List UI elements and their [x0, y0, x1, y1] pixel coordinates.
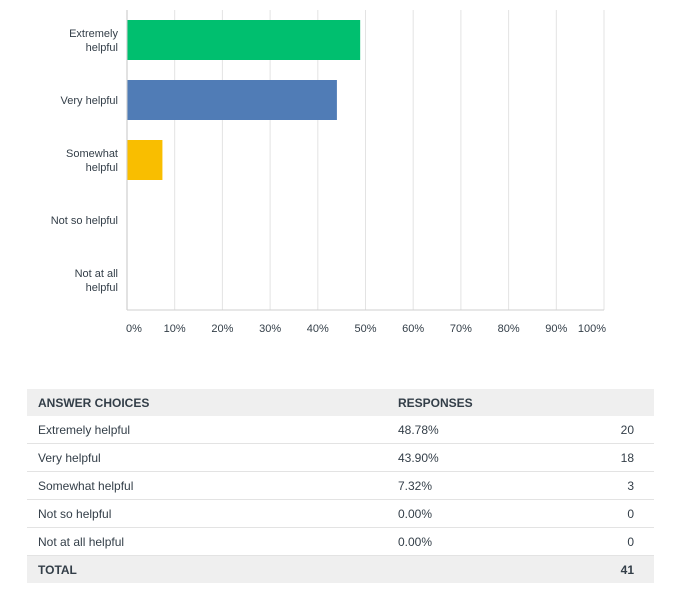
response-count: 20	[578, 416, 654, 444]
bar-very-helpful[interactable]	[127, 80, 337, 120]
total-label: TOTAL	[27, 555, 387, 583]
x-tick-label: 90%	[545, 323, 567, 335]
x-tick-label: 80%	[498, 323, 520, 335]
header-responses[interactable]: RESPONSES	[387, 389, 578, 416]
answer-choice: Very helpful	[27, 443, 387, 472]
bars	[127, 20, 361, 180]
response-percent: 43.90%	[387, 443, 578, 472]
response-count: 18	[578, 443, 654, 472]
header-count	[578, 389, 654, 416]
response-percent: 0.00%	[387, 527, 578, 556]
table-header-row: ANSWER CHOICES RESPONSES	[27, 389, 654, 416]
answer-choice: Somewhat helpful	[27, 471, 387, 500]
response-count: 0	[578, 499, 654, 528]
table-row: Somewhat helpful 7.32% 3	[27, 471, 654, 500]
table-row: Extremely helpful 48.78% 20	[27, 416, 654, 444]
response-percent: 7.32%	[387, 471, 578, 500]
x-tick-label: 0%	[126, 323, 142, 335]
response-percent: 0.00%	[387, 499, 578, 528]
table-row: Very helpful 43.90% 18	[27, 443, 654, 472]
response-percent: 48.78%	[387, 416, 578, 444]
bar-chart: Extremely helpful Very helpful Somewhat help…	[51, 10, 606, 335]
category-label: Not at all helpful	[75, 268, 118, 294]
x-tick-label: 60%	[402, 323, 424, 335]
answer-choice: Not so helpful	[27, 499, 387, 528]
x-tick-label: 10%	[164, 323, 186, 335]
x-axis-tick-labels: 0% 10% 20% 30% 40% 50% 60% 70% 80% 90% 100%	[126, 323, 606, 335]
total-percent	[387, 555, 578, 583]
response-count: 3	[578, 471, 654, 500]
table-row: Not so helpful 0.00% 0	[27, 499, 654, 528]
table-total-row: TOTAL 41	[27, 555, 654, 583]
answer-choice: Extremely helpful	[27, 416, 387, 444]
answer-choice: Not at all helpful	[27, 527, 387, 556]
category-label: Not so helpful	[51, 215, 118, 227]
x-tick-label: 30%	[259, 323, 281, 335]
bar-somewhat-helpful[interactable]	[127, 140, 163, 180]
responses-table: ANSWER CHOICES RESPONSES Extremely helpf…	[27, 389, 654, 583]
header-answer-choices[interactable]: ANSWER CHOICES	[27, 389, 387, 416]
x-tick-label: 70%	[450, 323, 472, 335]
x-tick-label: 100%	[578, 323, 606, 335]
response-count: 0	[578, 527, 654, 556]
bar-extremely-helpful[interactable]	[127, 20, 361, 60]
category-labels: Extremely helpful Very helpful Somewhat help…	[51, 28, 119, 294]
category-label: Somewhat helpful	[66, 148, 118, 174]
category-label: Very helpful	[61, 95, 118, 107]
x-tick-label: 20%	[211, 323, 233, 335]
x-tick-label: 50%	[354, 323, 376, 335]
x-tick-label: 40%	[307, 323, 329, 335]
table-row: Not at all helpful 0.00% 0	[27, 527, 654, 556]
category-label: Extremely helpful	[69, 28, 118, 54]
total-count: 41	[578, 555, 654, 583]
